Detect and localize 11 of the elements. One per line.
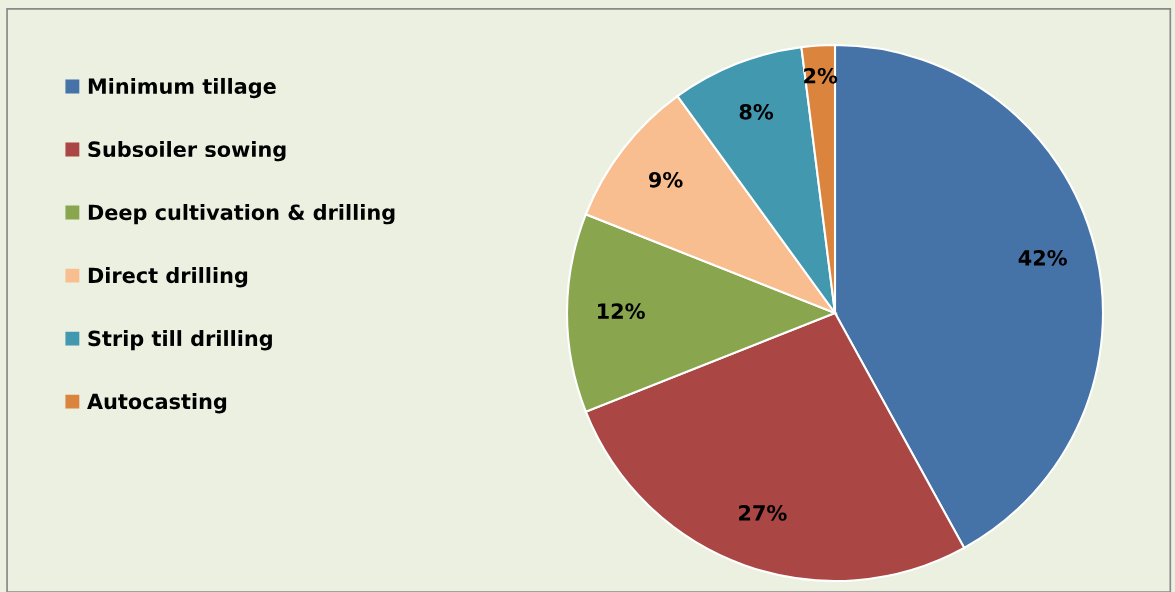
data-label: 12% [598, 303, 645, 320]
legend-label: Subsoiler sowing [88, 140, 286, 162]
data-label: 9% [648, 171, 683, 188]
data-label: 8% [739, 103, 774, 120]
legend-label: Minimum tillage [88, 77, 276, 99]
legend-label: Direct drilling [88, 267, 248, 288]
legend-label: Deep cultivation & drilling [88, 204, 395, 225]
legend-label: Autocasting [87, 393, 227, 414]
data-label: 42% [1018, 249, 1067, 266]
legend-label: Strip till drilling [88, 330, 272, 351]
data-label: 27% [739, 505, 787, 521]
